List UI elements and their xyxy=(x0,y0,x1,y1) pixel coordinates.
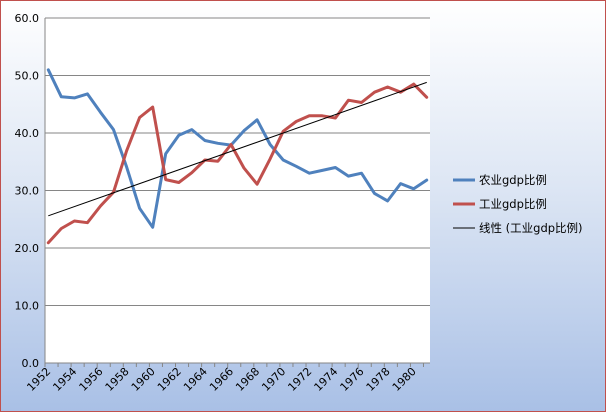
trendline xyxy=(48,81,427,217)
series-lines xyxy=(46,68,429,245)
x-tick-label: 1968 xyxy=(233,365,262,394)
x-tick-label: 1972 xyxy=(285,365,314,394)
x-tick-label: 1956 xyxy=(77,365,106,394)
x-tick-label: 1966 xyxy=(207,365,236,394)
x-tick-label: 1954 xyxy=(50,365,79,394)
x-tick-label: 1958 xyxy=(103,365,132,394)
legend-label-agriculture: 农业gdp比例 xyxy=(479,173,547,187)
legend-label-industry: 工业gdp比例 xyxy=(479,197,547,211)
x-tick-label: 1980 xyxy=(390,365,419,394)
y-tick-label: 30.0 xyxy=(15,185,40,198)
x-tick-label: 1976 xyxy=(338,365,367,394)
y-tick-label: 40.0 xyxy=(15,127,40,140)
x-tick-label: 1970 xyxy=(259,365,288,394)
x-tick-label: 1964 xyxy=(181,365,210,394)
legend: 农业gdp比例 工业gdp比例 线性 (工业gdp比例) xyxy=(453,173,583,235)
series-line-agriculture xyxy=(46,68,429,229)
x-tick-label: 1978 xyxy=(364,365,393,394)
y-tick-label: 0.0 xyxy=(22,357,40,370)
x-tick-label: 1974 xyxy=(312,365,341,394)
gridlines xyxy=(45,17,430,306)
x-tick-label: 1960 xyxy=(129,365,158,394)
series-line-industry xyxy=(46,82,429,245)
y-tick-label: 50.0 xyxy=(15,70,40,83)
legend-label-trendline: 线性 (工业gdp比例) xyxy=(479,221,583,235)
y-tick-label: 60.0 xyxy=(15,12,40,25)
y-tick-label: 10.0 xyxy=(15,300,40,313)
x-tick-label: 1962 xyxy=(155,365,184,394)
y-tick-label: 20.0 xyxy=(15,242,40,255)
